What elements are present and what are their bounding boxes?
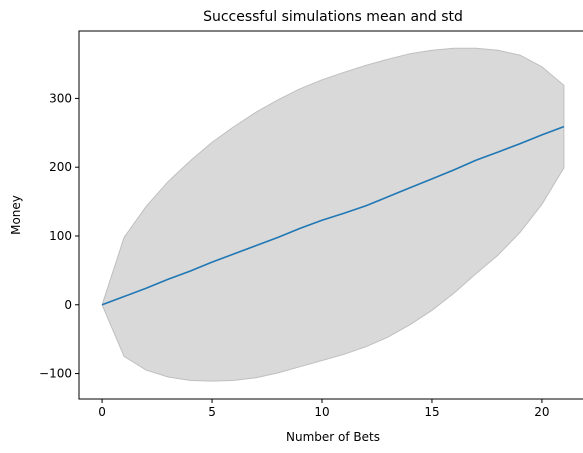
x-tick-label: 0 xyxy=(98,405,106,419)
y-tick-label: 200 xyxy=(49,160,72,174)
plot-area xyxy=(101,47,565,382)
y-axis-label: Money xyxy=(9,195,23,235)
y-tick-label: 0 xyxy=(64,298,72,312)
y-tick-label: 300 xyxy=(49,91,72,105)
x-tick-label: 20 xyxy=(534,405,549,419)
x-tick-label: 10 xyxy=(314,405,329,419)
y-axis: −100 0 100 200 300 xyxy=(39,91,79,381)
x-axis: 0 5 10 15 20 xyxy=(98,399,550,419)
x-tick-label: 15 xyxy=(424,405,439,419)
mean-line xyxy=(101,125,565,306)
y-tick-label: −100 xyxy=(39,367,72,381)
x-tick-label: 5 xyxy=(208,405,216,419)
x-axis-label: Number of Bets xyxy=(286,430,380,444)
plot-frame xyxy=(78,30,583,400)
y-tick-label: 100 xyxy=(49,229,72,243)
chart-title: Successful simulations mean and std xyxy=(203,9,463,25)
std-band xyxy=(101,47,565,382)
